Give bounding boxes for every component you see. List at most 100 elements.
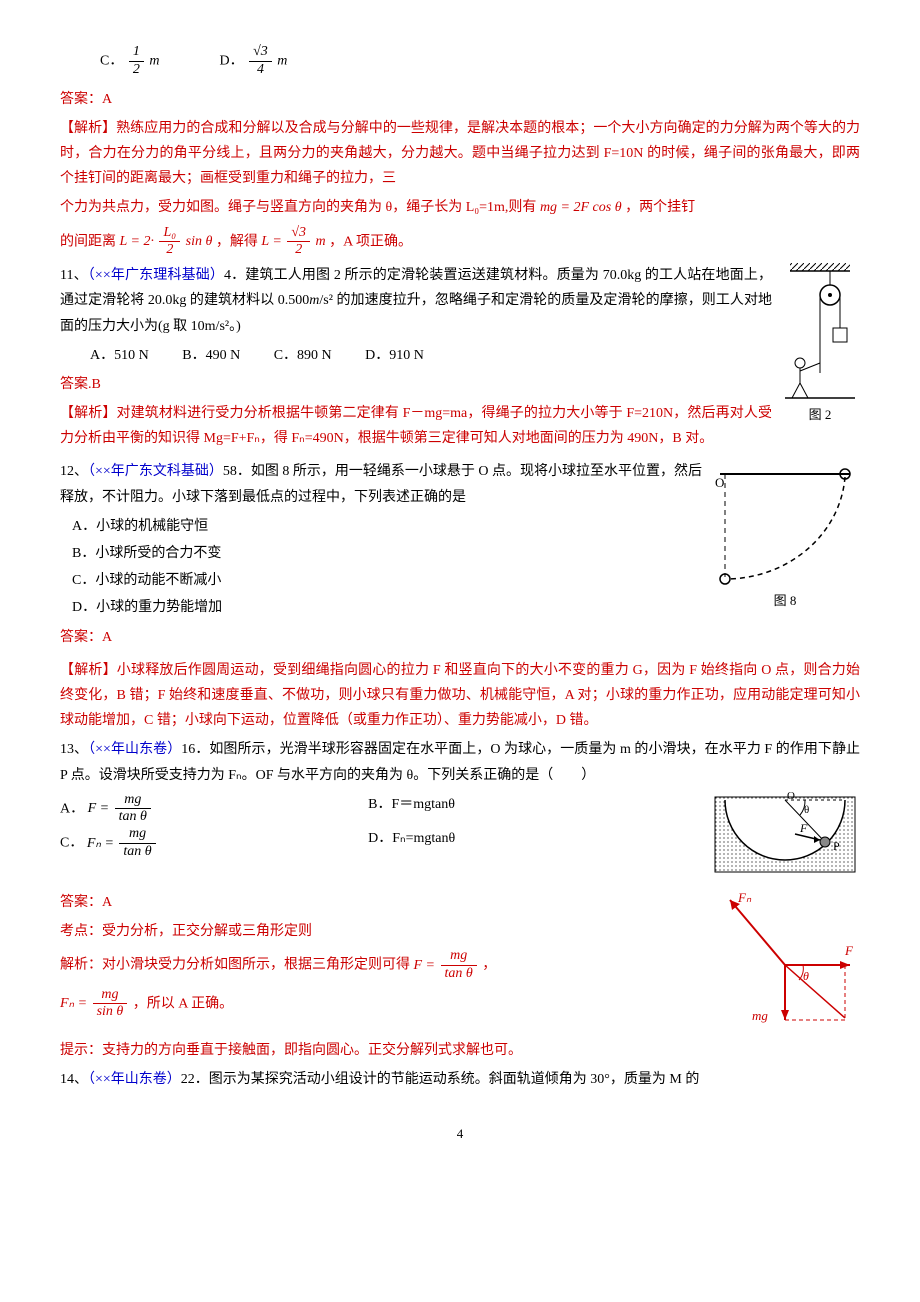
q12-figure: O 图 8 — [710, 459, 860, 612]
mg-label: mg — [752, 1008, 768, 1023]
fraction: mg tan θ — [441, 948, 477, 983]
lhs: F = — [414, 958, 439, 973]
exp-formula-f: F = mg tan θ — [414, 958, 483, 973]
page-number: 4 — [60, 1122, 860, 1145]
force-triangle-icon: Fₙ F mg θ — [690, 890, 860, 1030]
q13-option-a: A． F = mg tan θ — [60, 792, 368, 827]
frac-den: 2 — [159, 242, 180, 259]
stem-prefix: 12、 — [60, 464, 88, 479]
q11-figure: 图 2 — [780, 263, 860, 426]
exp-text: ，A 项正确。 — [329, 234, 412, 249]
exp-text: ，所以 A 正确。 — [133, 996, 233, 1011]
opt-formula: Fₙ = mg tan θ — [87, 836, 158, 851]
q11-stem: 11、（××年广东理科基础）4．建筑工人用图 2 所示的定滑轮装置运送建筑材料。… — [60, 263, 860, 339]
option-d-fraction: √3 4 — [249, 44, 272, 79]
q12-explanation: 【解析】小球释放后作圆周运动，受到细绳指向圆心的拉力 F 和竖直向下的大小不变的… — [60, 658, 860, 734]
opt-prefix: C． — [60, 836, 83, 851]
opt-formula: F = mg tan θ — [88, 801, 153, 816]
lhs: F = — [88, 801, 113, 816]
f-label: F — [844, 943, 854, 958]
lhs: L = 2· — [120, 234, 154, 249]
q11-block: 图 2 11、（××年广东理科基础）4．建筑工人用图 2 所示的定滑轮装置运送建… — [60, 263, 860, 455]
q11-option-c: C．890 N — [274, 348, 332, 363]
pendulum-arc-icon: O — [710, 459, 860, 589]
frac-den: tan θ — [115, 809, 151, 826]
q10-option-c: C． 1 2 m — [100, 44, 159, 79]
q11-answer: 答案.B — [60, 372, 860, 397]
q12-block: O 图 8 12、（××年广东文科基础）58．如图 8 所示，用一轻绳系一小球悬… — [60, 459, 860, 653]
q14-stem: 14、（××年山东卷）22．图示为某探究活动小组设计的节能运动系统。斜面轨道倾角… — [60, 1067, 860, 1092]
q11-options: A．510 N B．490 N C．890 N D．910 N — [90, 343, 860, 368]
q13-stem: 13、（××年山东卷）16．如图所示，光滑半球形容器固定在水平面上，O 为球心，… — [60, 737, 860, 787]
fraction: mg tan θ — [119, 826, 155, 861]
svg-text:O: O — [715, 475, 724, 490]
frac-num: 1 — [129, 44, 144, 62]
q10-explanation-1: 【解析】熟练应用力的合成和分解以及合成与分解中的一些规律，是解决本题的根本；一个… — [60, 116, 860, 192]
svg-text:θ: θ — [804, 804, 809, 816]
option-d-suffix: m — [277, 54, 287, 69]
frac-den: tan θ — [119, 844, 155, 861]
frac-num: mg — [119, 826, 155, 844]
svg-text:F: F — [799, 821, 808, 835]
stem-prefix: 13、 — [60, 742, 88, 757]
stem-body: 22．图示为某探究活动小组设计的节能运动系统。斜面轨道倾角为 30°，质量为 M… — [181, 1072, 700, 1087]
rhs: m — [316, 234, 326, 249]
hemisphere-container-icon: O θ F P — [710, 792, 860, 882]
exp-text: 的间距离 — [60, 234, 120, 249]
figure-2-label: 图 2 — [780, 403, 860, 426]
q13-options-block: O θ F P A． F = mg tan θ B．F＝mgtanθ C． — [60, 792, 860, 886]
q13-option-c: C． Fₙ = mg tan θ — [60, 826, 368, 861]
pulley-diagram-icon — [780, 263, 860, 403]
q13-answer-block: Fₙ F mg θ 答案：A 考点：受力分析，正交分解或三角形定则 解析：对小滑… — [60, 890, 860, 1034]
q11-option-d: D．910 N — [365, 348, 424, 363]
option-c-fraction: 1 2 — [129, 44, 144, 79]
frac-den: tan θ — [441, 966, 477, 983]
q13-figure: O θ F P — [710, 792, 860, 882]
rhs: sin θ — [186, 234, 213, 249]
q13-option-d: D．Fₙ=mgtanθ — [368, 826, 676, 861]
option-c-suffix: m — [149, 54, 159, 69]
fraction: L₀ 2 — [159, 225, 180, 260]
opt-prefix: A． — [60, 801, 84, 816]
frac-den: 2 — [129, 62, 144, 79]
frac-num: mg — [441, 948, 477, 966]
exp-text: ， — [482, 958, 496, 973]
q13-options: A． F = mg tan θ B．F＝mgtanθ C． Fₙ = mg ta… — [60, 792, 702, 861]
q10-option-d: D． √3 4 m — [219, 44, 287, 79]
frac-num: mg — [93, 987, 128, 1005]
exp-formula-2: L = √3 2 m — [261, 234, 329, 249]
q12-source: （××年广东文科基础） — [88, 464, 223, 479]
q10-answer: 答案：A — [60, 87, 860, 112]
stem-prefix: 11、 — [60, 268, 88, 283]
lhs: Fₙ = — [87, 836, 118, 851]
exp-text: ，两个挂钉 — [625, 200, 695, 215]
q11-option-a: A．510 N — [90, 348, 149, 363]
fraction: mg sin θ — [93, 987, 128, 1022]
q13-option-b: B．F＝mgtanθ — [368, 792, 676, 827]
q10-explanation-3: 的间距离 L = 2· L₀ 2 sin θ ，解得 L = √3 2 m ，A… — [60, 225, 860, 260]
fn-label: Fₙ — [737, 890, 752, 905]
frac-den: 2 — [287, 242, 310, 259]
q14-source: （××年山东卷） — [88, 1072, 181, 1087]
exp-text: 个力为共点力，受力如图。绳子与竖直方向的夹角为 θ，绳子长为 L₀=1m,则有 — [60, 200, 540, 215]
exp-text: 解析：对小滑块受力分析如图所示，根据三角形定则可得 — [60, 958, 414, 973]
exp-formula-1: L = 2· L₀ 2 sin θ — [120, 234, 216, 249]
fraction: mg tan θ — [115, 792, 151, 827]
q13-hint: 提示：支持力的方向垂直于接触面，即指向圆心。正交分解列式求解也可。 — [60, 1038, 860, 1063]
q13-force-diagram: Fₙ F mg θ — [690, 890, 860, 1030]
q11-option-b: B．490 N — [182, 348, 240, 363]
frac-den: 4 — [249, 62, 272, 79]
q13-source: （××年山东卷） — [88, 742, 181, 757]
figure-8-label: 图 8 — [710, 589, 860, 612]
exp-formula: mg = 2F cos θ — [540, 200, 622, 215]
frac-num: mg — [115, 792, 151, 810]
q10-explanation-2: 个力为共点力，受力如图。绳子与竖直方向的夹角为 θ，绳子长为 L₀=1m,则有 … — [60, 195, 860, 220]
lhs: L = — [261, 234, 285, 249]
exp-text: ，解得 — [216, 234, 262, 249]
theta-label: θ — [803, 969, 809, 983]
q10-options-cd: C． 1 2 m D． √3 4 m — [100, 44, 860, 79]
stem-prefix: 14、 — [60, 1072, 88, 1087]
frac-num: √3 — [287, 225, 310, 243]
q11-source: （××年广东理科基础） — [88, 268, 224, 283]
frac-num: L₀ — [159, 225, 180, 243]
